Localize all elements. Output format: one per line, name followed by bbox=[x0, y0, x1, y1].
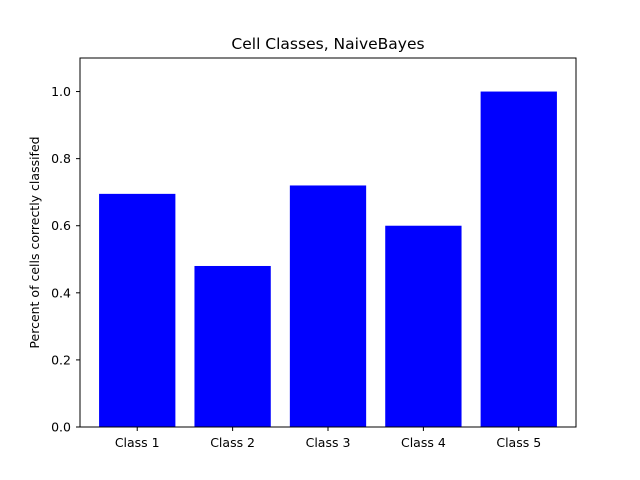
y-tick-label: 1.0 bbox=[51, 84, 71, 99]
chart-title: Cell Classes, NaiveBayes bbox=[231, 35, 424, 53]
bars-group bbox=[99, 91, 557, 427]
y-tick-label: 0.2 bbox=[51, 352, 71, 367]
y-tick-label: 0.0 bbox=[51, 420, 71, 435]
y-tick-label: 0.6 bbox=[51, 218, 71, 233]
bar-1 bbox=[99, 193, 176, 427]
bar-5 bbox=[480, 91, 557, 427]
x-axis-ticks: Class 1 Class 2 Class 3 Class 4 Class 5 bbox=[115, 427, 541, 450]
x-tick-label: Class 2 bbox=[210, 435, 255, 450]
bar-3 bbox=[289, 185, 367, 427]
x-tick-label: Class 1 bbox=[115, 435, 160, 450]
x-tick-label: Class 5 bbox=[496, 435, 541, 450]
x-tick-label: Class 4 bbox=[401, 435, 446, 450]
bar-2 bbox=[194, 265, 271, 427]
y-axis-ticks: 0.0 0.2 0.4 0.6 0.8 1.0 bbox=[51, 84, 80, 435]
y-tick-label: 0.8 bbox=[51, 151, 71, 166]
plot-frame bbox=[79, 57, 577, 428]
y-tick-label: 0.4 bbox=[51, 285, 71, 300]
bar-4 bbox=[385, 225, 462, 427]
x-tick-label: Class 3 bbox=[306, 435, 351, 450]
y-axis-label: Percent of cells correctly classifed bbox=[27, 136, 42, 348]
